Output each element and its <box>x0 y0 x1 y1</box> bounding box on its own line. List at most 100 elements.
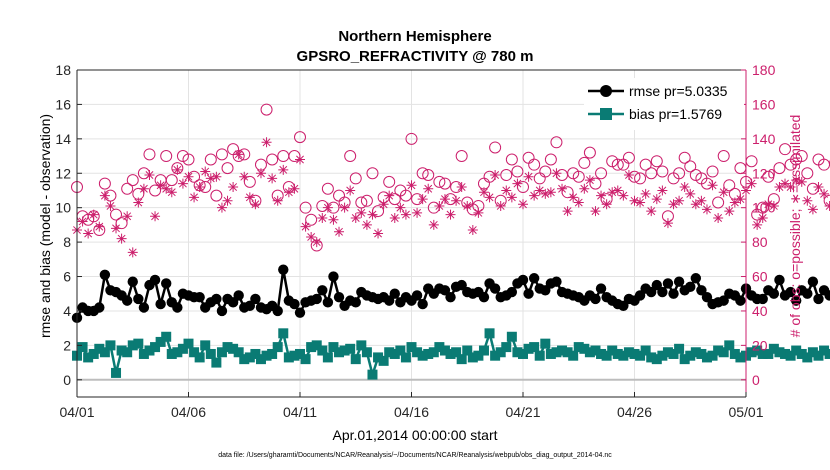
assimilated-point-77 <box>501 185 512 196</box>
bias-point-110 <box>685 350 696 361</box>
bias-point-23 <box>200 340 211 351</box>
possible-point-60 <box>405 132 418 145</box>
possible-point-124 <box>762 170 775 183</box>
bias-point-104 <box>651 354 662 365</box>
possible-point-17 <box>165 174 178 187</box>
bias-point-47 <box>334 347 345 358</box>
bias-point-53 <box>367 369 378 380</box>
bias-point-89 <box>568 350 579 361</box>
rmse-point-28 <box>227 297 239 308</box>
bias-point-29 <box>233 347 244 358</box>
rmse-point-37 <box>278 264 289 275</box>
bias-point-7 <box>111 367 122 378</box>
rmse-point-93 <box>590 293 601 305</box>
y-right-tick-label-4: 80 <box>752 234 768 250</box>
rmse-point-119 <box>735 295 746 306</box>
bias-point-97 <box>612 348 623 359</box>
assimilated-point-111 <box>690 199 701 210</box>
legend-rmse-marker <box>600 85 612 97</box>
chart-subtitle: GPSRO_REFRACTIVITY @ 780 m <box>297 48 534 65</box>
possible-point-79 <box>511 165 524 178</box>
assimilated-point-26 <box>216 202 227 213</box>
rmse-point-80 <box>517 274 529 286</box>
bias-point-135 <box>824 348 830 359</box>
assimilated-point-10 <box>127 247 138 258</box>
rmse-point-43 <box>311 293 322 305</box>
bias-point-46 <box>328 342 339 353</box>
rmse-point-129 <box>790 295 802 306</box>
rmse-point-57 <box>389 288 400 299</box>
rmse-point-45 <box>322 297 334 308</box>
rmse-point-135 <box>824 290 830 301</box>
bias-point-93 <box>590 345 601 356</box>
bias-point-11 <box>133 338 144 349</box>
assimilated-point-43 <box>311 237 322 248</box>
bias-point-69 <box>456 354 467 365</box>
bias-point-109 <box>679 354 690 365</box>
assimilated-point-19 <box>177 178 188 189</box>
chart-title: Northern Hemisphere <box>338 28 491 45</box>
possible-point-31 <box>243 175 256 188</box>
possible-point-49 <box>344 150 357 163</box>
assimilated-point-72 <box>473 207 484 218</box>
assimilated-point-21 <box>189 192 200 203</box>
rmse-point-9 <box>121 295 133 306</box>
possible-point-59 <box>399 189 412 202</box>
x-axis-label: Apr.01,2014 00:00:00 start <box>332 427 497 443</box>
bias-point-41 <box>300 354 311 365</box>
rmse-point-116 <box>718 295 729 306</box>
assimilated-point-40 <box>295 154 305 165</box>
possible-point-85 <box>544 153 557 166</box>
bias-point-30 <box>239 354 250 365</box>
bias-point-87 <box>557 345 568 356</box>
possible-point-69 <box>455 150 468 163</box>
bias-point-95 <box>601 350 612 361</box>
rmse-point-131 <box>802 288 813 299</box>
assimilated-point-112 <box>696 195 707 206</box>
assimilated-point-76 <box>495 200 506 211</box>
rmse-point-61 <box>411 290 423 301</box>
rmse-point-126 <box>774 274 785 286</box>
bias-point-10 <box>127 340 138 351</box>
assimilated-point-88 <box>562 206 573 217</box>
bias-point-103 <box>646 352 657 363</box>
bias-point-134 <box>819 345 830 356</box>
possible-point-35 <box>266 153 279 166</box>
assimilated-point-3 <box>88 209 99 220</box>
assimilated-point-78 <box>506 192 517 203</box>
bias-point-58 <box>395 345 406 356</box>
rmse-point-5 <box>99 269 111 281</box>
possible-point-115 <box>712 196 725 209</box>
possible-point-131 <box>801 167 814 180</box>
assimilated-point-128 <box>785 182 796 193</box>
bias-point-61 <box>412 347 423 358</box>
possible-point-127 <box>779 143 792 156</box>
possible-point-10 <box>126 174 139 187</box>
assimilated-point-102 <box>640 188 651 199</box>
rmse-point-36 <box>272 305 283 317</box>
bias-point-22 <box>194 352 205 363</box>
assimilated-point-75 <box>490 169 501 180</box>
assimilated-point-62 <box>417 194 428 205</box>
bias-point-18 <box>172 347 183 358</box>
assimilated-point-63 <box>423 183 434 194</box>
assimilated-point-118 <box>729 197 740 208</box>
assimilated-point-79 <box>512 178 523 189</box>
assimilated-point-81 <box>523 171 534 182</box>
x-tick-label-0: 04/01 <box>59 404 94 420</box>
possible-point-20 <box>182 153 195 166</box>
assimilated-point-90 <box>573 197 584 208</box>
x-tick-label-3: 04/16 <box>394 404 429 420</box>
assimilated-point-12 <box>138 183 149 194</box>
bias-point-112 <box>696 348 707 359</box>
bias-point-64 <box>428 347 439 358</box>
possible-point-24 <box>204 153 217 166</box>
assimilated-point-65 <box>434 200 445 211</box>
bias-point-90 <box>573 342 584 353</box>
y-right-tick-label-9: 180 <box>752 62 776 78</box>
bias-point-79 <box>512 347 523 358</box>
bias-point-4 <box>94 343 105 354</box>
assimilated-point-73 <box>478 187 489 198</box>
bias-point-131 <box>802 352 813 363</box>
bias-point-34 <box>261 350 272 361</box>
